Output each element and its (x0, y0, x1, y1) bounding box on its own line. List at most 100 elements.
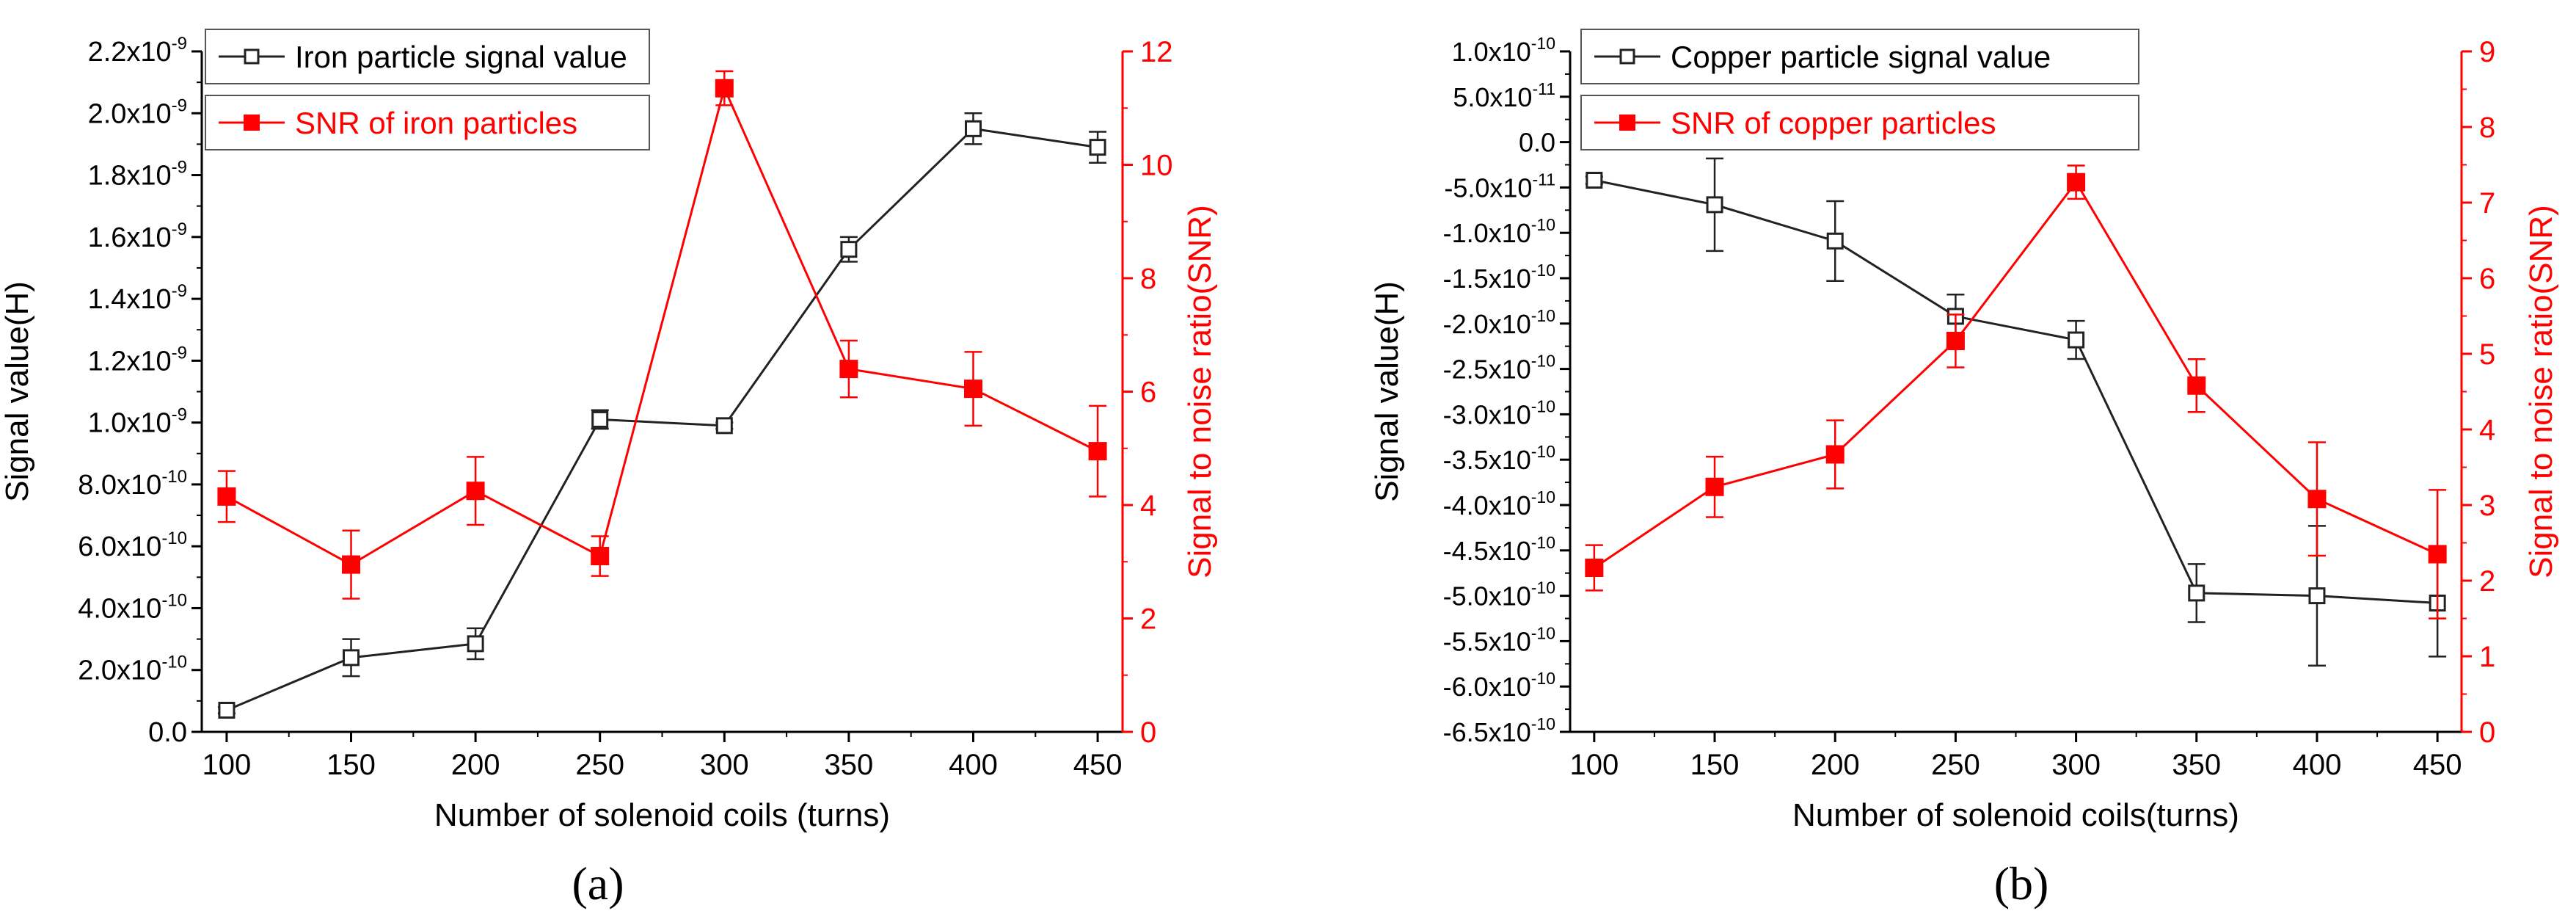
y-tick-mantissa: 5.0x10 (1453, 82, 1532, 112)
y-tick-mantissa: -5.5x10 (1443, 626, 1531, 656)
y2-tick-label: 8 (2479, 112, 2495, 144)
y-tick-mantissa: 4.0x10 (78, 593, 161, 624)
y-tick-mantissa: -4.5x10 (1443, 536, 1531, 566)
y2-axis-title: Signal to noise ratio(SNR) (2523, 205, 2559, 578)
y-tick-mantissa: 2.0x10 (78, 656, 161, 686)
y-tick-mantissa: 2.0x10 (88, 98, 172, 129)
data-point (2428, 545, 2447, 564)
y-tick-exponent: -10 (1531, 669, 1555, 688)
y-tick-mantissa: 6.0x10 (78, 531, 161, 562)
data-point (2068, 331, 2085, 349)
y-tick-label: -1.0x10-10 (1443, 215, 1555, 248)
y2-tick-label: 6 (1140, 377, 1156, 409)
data-point (963, 380, 982, 399)
y-tick-mantissa: 8.0x10 (78, 470, 161, 501)
y-tick-label: 1.4x10-9 (88, 281, 187, 315)
y-tick-label: 1.6x10-9 (88, 219, 187, 253)
data-point (2067, 173, 2086, 192)
x-tick-label: 100 (202, 749, 252, 781)
y-tick-mantissa: 1.2x10 (88, 346, 172, 377)
data-point (343, 649, 360, 667)
y-tick-label: 6.0x10-10 (78, 529, 187, 562)
y2-tick-label: 2 (1140, 603, 1156, 636)
y2-tick-label: 0 (2479, 716, 2495, 749)
series-signal (217, 112, 1107, 719)
series-line (1594, 180, 2438, 569)
x-tick-label: 250 (575, 749, 624, 781)
legend-snr: SNR of iron particles (205, 95, 650, 150)
y-tick-mantissa: 1.0x10 (1452, 37, 1531, 67)
y-tick-exponent: -10 (1531, 352, 1555, 371)
y-tick-label: 2.0x10-10 (78, 653, 187, 686)
y-tick-label: 0.0 (1519, 128, 1555, 158)
y-tick-label: -4.5x10-10 (1443, 533, 1555, 566)
y-tick-label: -2.0x10-10 (1443, 306, 1555, 339)
y2-tick-label: 3 (2479, 490, 2495, 522)
y-tick-mantissa: 0.0 (148, 717, 187, 748)
y-tick-label: 1.0x10-9 (88, 405, 187, 439)
x-tick-label: 350 (2172, 749, 2221, 781)
series-line (1594, 179, 2438, 604)
y-tick-exponent: -10 (1531, 578, 1555, 598)
x-tick-label: 450 (2413, 749, 2462, 781)
data-point (715, 79, 734, 98)
data-point (466, 482, 485, 501)
y-tick-mantissa: 1.4x10 (88, 284, 172, 315)
y-tick-exponent: -10 (161, 590, 187, 610)
legend-box (1580, 29, 2139, 84)
y-tick-label: -1.5x10-10 (1443, 261, 1555, 294)
x-tick-label: 200 (1811, 749, 1860, 781)
y-tick-exponent: -10 (161, 529, 187, 548)
y-tick-mantissa: -5.0x10 (1443, 581, 1531, 611)
y-tick-mantissa: 1.0x10 (88, 408, 172, 439)
series-signal (1585, 157, 2447, 667)
y-tick-label: -3.5x10-10 (1443, 442, 1555, 475)
y-tick-label: 1.2x10-9 (88, 343, 187, 377)
x-tick-label: 300 (700, 749, 749, 781)
x-tick-label: 150 (326, 749, 376, 781)
data-point (2188, 584, 2205, 602)
series-line (226, 84, 1098, 566)
y-tick-exponent: -10 (1531, 215, 1555, 234)
x-tick-label: 400 (2293, 749, 2342, 781)
x-tick-label: 150 (1690, 749, 1740, 781)
y-tick-exponent: -9 (172, 281, 187, 301)
y-tick-label: 1.8x10-9 (88, 158, 187, 192)
y2-tick-label: 2 (2479, 565, 2495, 598)
y-tick-exponent: -10 (1531, 442, 1555, 461)
y-axis-title: Signal value(H) (0, 281, 35, 502)
data-point (715, 417, 733, 435)
y-tick-exponent: -10 (161, 653, 187, 672)
legend-label: Iron particle signal value (295, 40, 627, 74)
y2-tick-label: 10 (1140, 150, 1173, 182)
y-tick-label: 5.0x10-11 (1453, 79, 1555, 112)
y-tick-exponent: -10 (1531, 487, 1555, 507)
data-point (2307, 490, 2327, 509)
data-point (1825, 445, 1845, 464)
y2-tick-label: 4 (2479, 414, 2495, 446)
data-point (1585, 558, 1604, 577)
y2-tick-label: 4 (1140, 490, 1156, 522)
legend-label: Copper particle signal value (1671, 40, 2051, 74)
data-point (1705, 477, 1724, 496)
legend-marker (1619, 115, 1635, 131)
y-tick-mantissa: -1.5x10 (1443, 264, 1531, 294)
x-tick-label: 400 (949, 749, 998, 781)
y2-tick-label: 9 (2479, 36, 2495, 68)
y-tick-exponent: -9 (172, 343, 187, 363)
y-tick-mantissa: -2.5x10 (1443, 355, 1531, 385)
y-tick-label: -5.0x10-11 (1444, 170, 1555, 203)
legend-marker (244, 48, 260, 65)
series-snr (1585, 164, 2447, 620)
y2-tick-label: 5 (2479, 338, 2495, 371)
data-point (1586, 172, 1603, 189)
y-tick-exponent: -10 (1531, 533, 1555, 552)
y-tick-label: -4.0x10-10 (1443, 487, 1555, 520)
y-tick-exponent: -9 (172, 219, 187, 239)
y-tick-label: -5.0x10-10 (1443, 578, 1555, 611)
y2-tick-label: 12 (1140, 36, 1173, 68)
y-tick-mantissa: -3.5x10 (1443, 445, 1531, 475)
data-point (217, 487, 236, 506)
x-tick-label: 300 (2051, 749, 2101, 781)
